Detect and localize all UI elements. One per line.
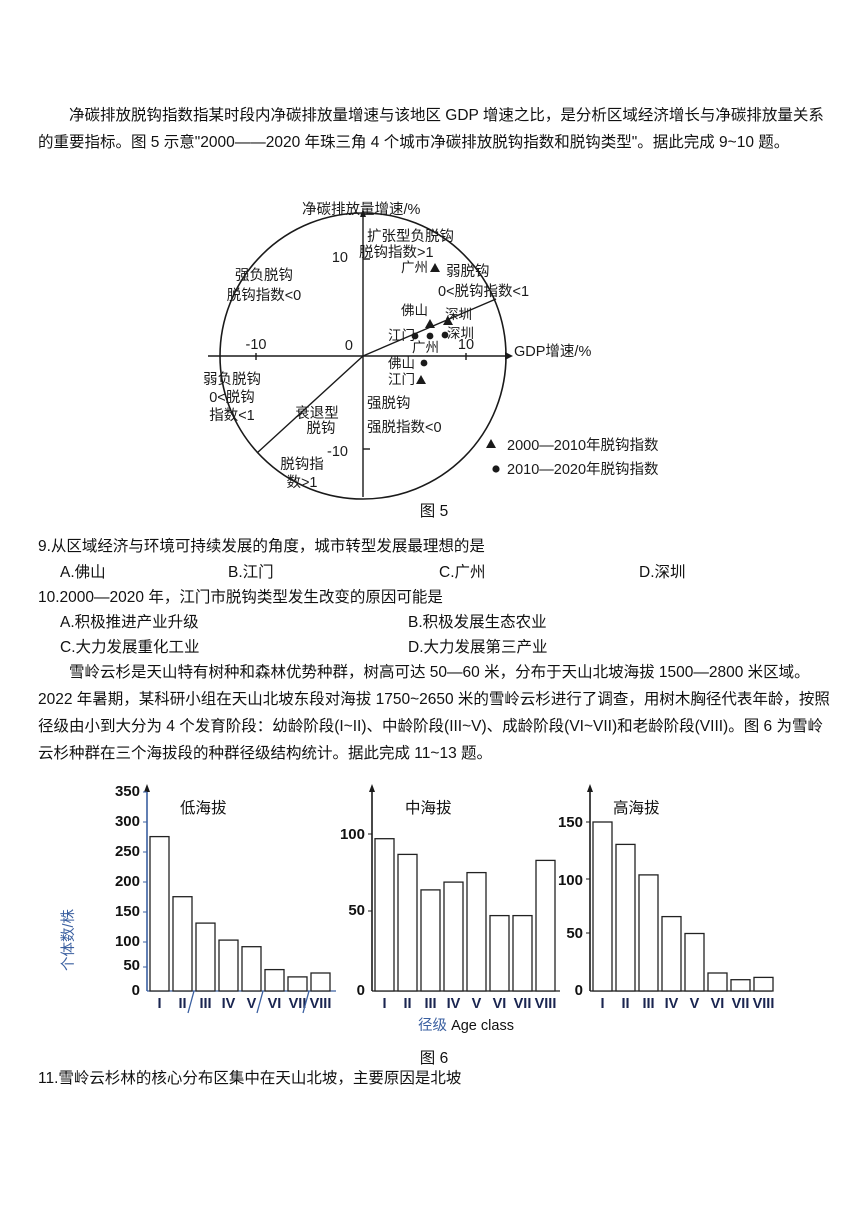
svg-text:50: 50 (566, 925, 583, 942)
svg-text:I: I (382, 996, 386, 1012)
svg-text:I: I (157, 996, 161, 1012)
svg-text:VII: VII (514, 996, 532, 1012)
svg-text:III: III (642, 996, 654, 1012)
svg-text:II: II (621, 996, 629, 1012)
svg-text:0: 0 (575, 982, 583, 999)
svg-text:50: 50 (348, 902, 365, 919)
svg-text:低海拔: 低海拔 (180, 799, 227, 817)
svg-text:III: III (199, 996, 211, 1012)
svg-text:VI: VI (493, 996, 507, 1012)
svg-text:个体数/株: 个体数/株 (60, 908, 77, 971)
svg-text:V: V (472, 996, 482, 1012)
svg-text:100: 100 (340, 826, 365, 843)
svg-text:0: 0 (132, 982, 140, 999)
svg-text:VI: VI (268, 996, 282, 1012)
svg-text:100: 100 (115, 933, 140, 950)
svg-text:250: 250 (115, 843, 140, 860)
svg-text:VI: VI (711, 996, 725, 1012)
svg-text:V: V (247, 996, 257, 1012)
svg-text:III: III (424, 996, 436, 1012)
svg-text:150: 150 (115, 903, 140, 920)
svg-text:VIII: VIII (753, 996, 775, 1012)
svg-text:300: 300 (115, 813, 140, 830)
svg-text:IV: IV (665, 996, 679, 1012)
svg-text:VIII: VIII (310, 996, 332, 1012)
svg-text:0: 0 (357, 982, 365, 999)
svg-text:II: II (178, 996, 186, 1012)
svg-text:高海拔: 高海拔 (613, 799, 660, 817)
svg-text:IV: IV (447, 996, 461, 1012)
svg-text:V: V (690, 996, 700, 1012)
svg-text:I: I (600, 996, 604, 1012)
svg-text:350: 350 (115, 783, 140, 800)
svg-text:150: 150 (558, 814, 583, 831)
svg-text:200: 200 (115, 873, 140, 890)
svg-text:100: 100 (558, 872, 583, 889)
svg-text:VIII: VIII (535, 996, 557, 1012)
svg-text:50: 50 (123, 957, 140, 974)
svg-text:径级 Age class: 径级 Age class (418, 1017, 514, 1034)
svg-text:IV: IV (222, 996, 236, 1012)
svg-text:VII: VII (732, 996, 750, 1012)
svg-text:中海拔: 中海拔 (405, 799, 452, 817)
svg-text:II: II (403, 996, 411, 1012)
